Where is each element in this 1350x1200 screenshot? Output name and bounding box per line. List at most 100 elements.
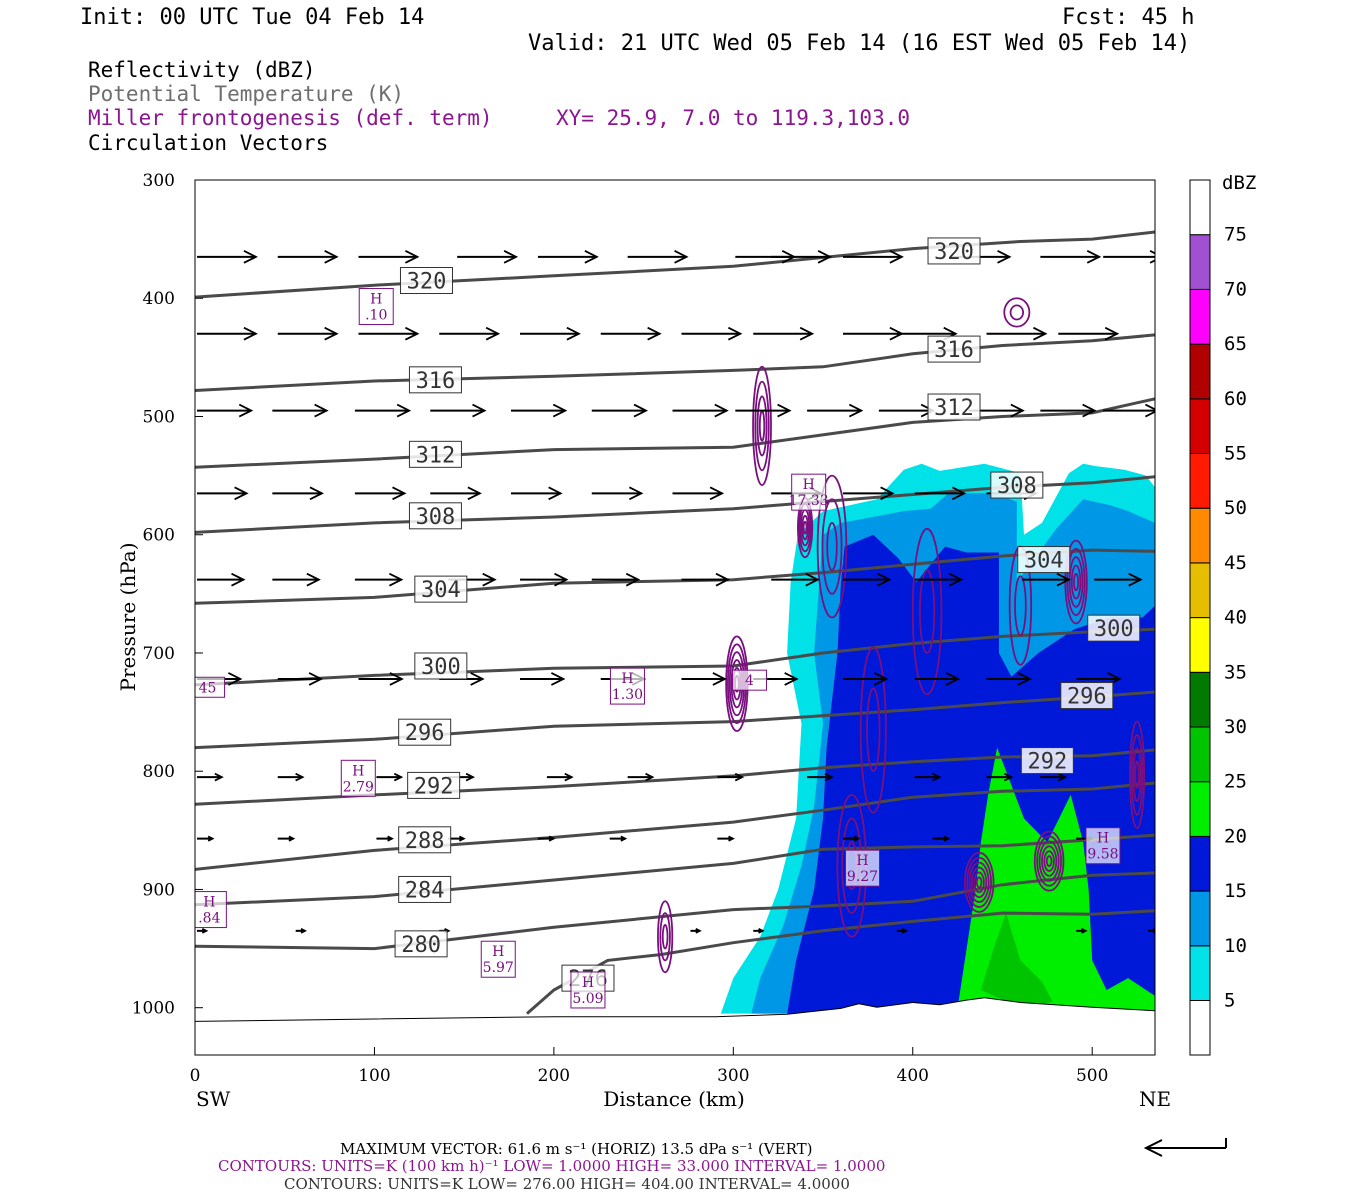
vector-head <box>824 772 834 782</box>
circulation-vector <box>609 835 628 842</box>
frontogenesis-contour-10-1 <box>911 527 943 696</box>
vector-head <box>470 672 485 686</box>
vector-head <box>873 672 889 686</box>
circulation-vector <box>717 772 745 782</box>
frontogenesis-center-text: H <box>370 292 382 308</box>
frontogenesis-center-text: H <box>492 944 504 960</box>
theta-label-box <box>394 930 448 958</box>
circulation-vector <box>358 326 420 341</box>
frontogenesis-center-box <box>1085 827 1121 865</box>
vector-head <box>1057 772 1068 782</box>
circulation-vector <box>1040 403 1097 418</box>
vector-head <box>715 572 730 587</box>
colorbar-label: 35 <box>1224 661 1247 683</box>
vector-head <box>728 835 735 842</box>
vector-head <box>889 250 904 264</box>
circulation-vector <box>932 835 951 842</box>
circulation-vector <box>295 928 308 934</box>
circulation-vector <box>1058 326 1120 341</box>
vector-head <box>564 772 574 782</box>
theta-label: 296 <box>398 718 452 746</box>
frontogenesis-contour-1-2 <box>754 380 770 472</box>
vector-head <box>1003 772 1014 782</box>
circulation-vector <box>354 403 412 418</box>
circulation-vector <box>753 928 765 934</box>
cross-section-endpoints: XY= 25.9, 7.0 to 119.3,103.0 <box>556 106 910 130</box>
vector-head <box>404 250 420 264</box>
circulation-vector <box>672 403 729 418</box>
frontogenesis-center: H.84 <box>195 891 227 929</box>
y-tick-label: 900 <box>143 880 175 900</box>
circulation-vector <box>1022 572 1071 587</box>
circulation-vector <box>197 835 215 842</box>
vector-head <box>709 486 725 501</box>
theta-label-text: 288 <box>405 829 445 854</box>
frontogenesis-contour-1-1 <box>756 395 768 457</box>
circulation-vector <box>439 326 501 341</box>
frontogenesis-contour-8-0 <box>661 924 669 950</box>
circulation-vector <box>430 403 487 418</box>
circulation-vector <box>537 250 599 264</box>
theta-contour-312 <box>195 397 1155 469</box>
circulation-vector <box>272 403 329 418</box>
theta-label-text: 320 <box>407 270 447 295</box>
vector-head <box>695 928 702 934</box>
vector-head <box>243 326 258 341</box>
frontogenesis-contour-9-0 <box>1014 575 1027 637</box>
vector-head <box>943 835 951 842</box>
theta-label-box <box>398 718 452 746</box>
colorbar-swatch <box>1189 835 1211 892</box>
vector-head <box>288 835 296 842</box>
circulation-vector <box>986 326 1048 341</box>
frontogenesis-contour-6-3 <box>1066 548 1086 617</box>
max-vector-note: MAXIMUM VECTOR: 61.6 m s⁻¹ (HORIZ) 13.5 … <box>340 1140 812 1158</box>
y-tick-label: 300 <box>143 171 175 191</box>
circulation-vector <box>735 403 792 418</box>
circulation-vector <box>376 835 394 842</box>
frontogenesis-contour-10-0 <box>919 569 936 654</box>
x-axis: 0 100 200 300 400 500 <box>190 1047 1108 1086</box>
theta-label: 308 <box>408 502 462 530</box>
circulation-vector <box>681 672 727 686</box>
frontogenesis-center-text: 45 <box>199 680 217 696</box>
circulation-vector <box>986 772 1014 782</box>
vector-head <box>997 250 1012 264</box>
colorbar: 5 10 15 20 25 30 35 40 45 50 55 60 65 70 75 <box>1189 179 1247 1056</box>
frontogenesis-center-text: H <box>582 975 594 991</box>
vector-head <box>324 250 339 264</box>
vector-head <box>620 835 628 842</box>
circulation-vector <box>197 326 258 341</box>
vector-head <box>295 772 305 782</box>
theta-label: 312 <box>927 393 981 421</box>
vector-head <box>404 326 420 341</box>
theta-label-text: 300 <box>421 655 461 680</box>
circulation-vector <box>627 250 689 264</box>
vector-head <box>458 835 466 842</box>
vector-head <box>552 403 568 418</box>
x-tick-label: 500 <box>1076 1066 1108 1086</box>
vector-head <box>734 772 745 782</box>
circulation-vector <box>681 326 743 341</box>
theta-label-text: 292 <box>1027 750 1067 775</box>
field-reflectivity: Reflectivity (dBZ) <box>88 58 316 82</box>
theta-label-box <box>414 575 468 603</box>
frontogenesis-center: H1.30 <box>609 667 645 705</box>
circulation-vector <box>842 835 861 842</box>
vector-head <box>674 250 689 264</box>
colorbar-label: 50 <box>1224 497 1247 519</box>
circulation-vector <box>914 772 942 782</box>
frontogenesis-center-box <box>609 667 645 705</box>
frontogenesis-center-text: 4 <box>745 673 754 689</box>
frontogenesis-contour-3-2 <box>816 474 848 619</box>
frontogenesis-contour-4-0 <box>975 876 983 889</box>
colorbar-swatch <box>1189 671 1211 728</box>
frontogenesis-center-box <box>358 288 394 326</box>
frontogenesis-center: H2.79 <box>340 759 376 797</box>
frontogenesis-center-text: .10 <box>365 308 387 324</box>
vector-head <box>566 326 581 341</box>
frontogenesis-center-text: H <box>803 477 815 493</box>
theta-label: 292 <box>407 771 461 799</box>
reference-vector <box>1143 1138 1227 1157</box>
frontogenesis-center-box <box>731 669 767 691</box>
